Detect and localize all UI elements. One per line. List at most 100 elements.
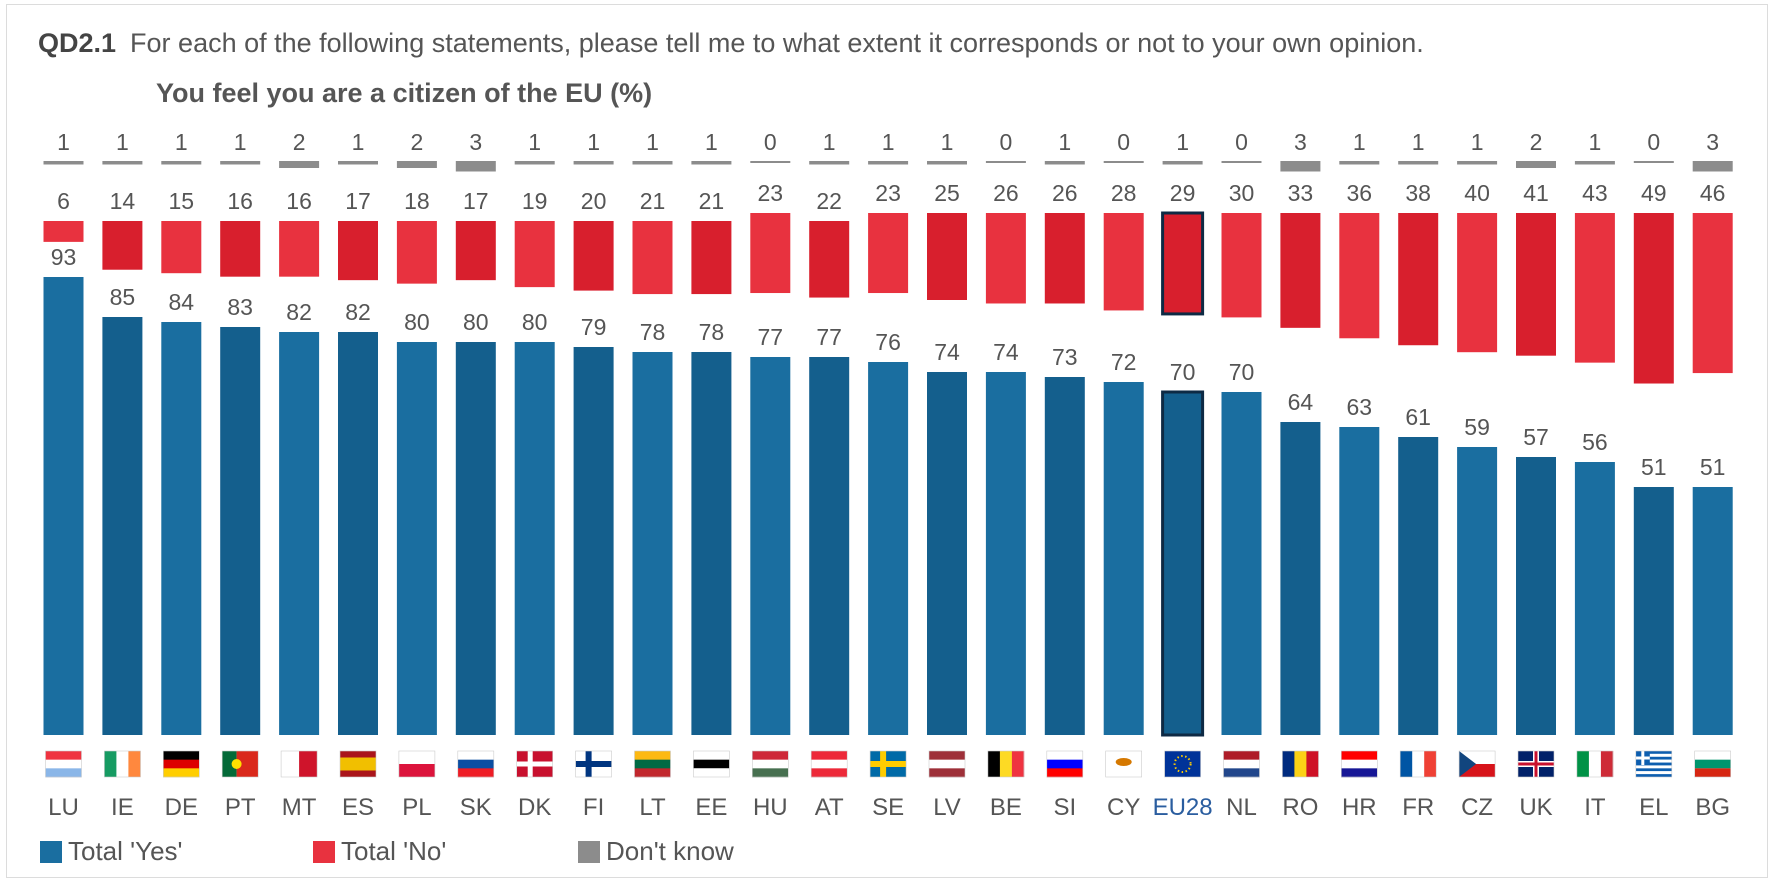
flag-icon-mt [280,750,318,778]
bar-no-de [161,221,202,274]
category-label-lu: LU [48,794,79,821]
bar-dk-el [1633,161,1674,163]
label-yes-dk: 80 [522,309,548,335]
category-label-lt: LT [639,794,666,821]
category-label-at: AT [815,794,844,821]
bar-yes-se [868,362,909,735]
label-yes-eu28: 70 [1170,359,1196,385]
bar-no-ro [1280,213,1321,328]
flag-icon-lt [634,750,671,778]
label-dk-ro: 3 [1294,129,1307,155]
label-no-lu: 6 [57,188,70,214]
bar-yes-hu [750,357,791,735]
legend-swatch-yes [40,840,62,863]
bar-no-at [809,221,850,298]
label-dk-fr: 1 [1412,129,1425,155]
category-label-hu: HU [753,794,788,821]
label-yes-hr: 63 [1347,394,1373,420]
category-label-se: SE [872,794,904,821]
label-no-ro: 33 [1288,180,1314,206]
bar-yes-pl [396,342,437,735]
label-no-eu28: 29 [1170,180,1196,206]
label-dk-si: 1 [1058,129,1071,155]
bar-no-uk [1516,213,1556,356]
category-label-ee: EE [695,794,727,821]
label-no-pt: 16 [227,188,253,214]
label-no-ie: 14 [110,188,136,214]
label-dk-es: 1 [352,129,365,155]
label-dk-be: 0 [1000,129,1013,155]
category-label-cz: CZ [1461,794,1493,821]
flag-icon-hr [1341,750,1378,778]
label-dk-nl: 0 [1235,129,1248,155]
bar-yes-de [161,322,202,735]
legend-label-dk: Don't know [606,836,734,866]
bar-dk-fr [1398,161,1439,165]
bar-dk-ie [102,161,143,165]
flag-icon-ro [1282,750,1319,778]
bar-yes-ee [691,352,732,735]
bar-yes-el [1633,487,1674,735]
category-label-fr: FR [1402,794,1434,821]
flag-icon-bg [1694,750,1731,778]
flag-icon-hu [751,750,789,778]
bar-yes-hr [1339,427,1380,735]
bar-dk-lt [632,161,673,165]
bar-yes-it [1574,462,1615,735]
bar-no-dk [514,221,555,288]
bar-no-ie [102,221,143,270]
bar-yes-ro [1280,422,1321,735]
bar-dk-ro [1280,161,1321,172]
flag-icon-at [810,750,848,778]
bar-dk-si [1044,161,1085,165]
label-no-pl: 18 [404,188,430,214]
bar-no-bg [1692,213,1733,374]
bar-dk-lu [43,161,84,165]
label-no-lt: 21 [640,188,666,214]
category-label-de: DE [165,794,198,821]
label-yes-ro: 64 [1288,389,1314,415]
label-dk-ie: 1 [116,129,129,155]
flag-icon-cz [1458,750,1496,778]
bar-yes-lv [927,372,967,735]
label-no-fr: 38 [1405,180,1431,206]
label-no-cy: 28 [1111,180,1137,206]
bar-dk-pl [396,161,437,168]
label-dk-pt: 1 [234,129,247,155]
label-yes-nl: 70 [1229,359,1255,385]
category-label-si: SI [1053,794,1076,821]
label-yes-se: 76 [875,329,901,355]
bar-yes-mt [279,332,320,735]
label-dk-ee: 1 [705,129,718,155]
label-no-se: 23 [875,180,901,206]
legend-item-no: Total 'No' [313,836,446,867]
label-yes-si: 73 [1052,344,1078,370]
label-no-ee: 21 [699,188,725,214]
bar-dk-dk [514,161,555,165]
category-label-uk: UK [1519,794,1552,821]
label-dk-mt: 2 [293,129,306,155]
label-no-at: 22 [816,188,842,214]
bar-yes-bg [1692,487,1733,735]
bar-no-hr [1339,213,1380,339]
label-yes-bg: 51 [1700,454,1726,480]
flag-icon-lu [45,750,82,778]
bar-no-el [1633,213,1674,384]
bar-yes-fr [1398,437,1439,735]
bar-no-nl [1221,213,1262,318]
label-yes-lu: 93 [51,244,77,270]
flag-icon-uk [1517,750,1555,778]
label-no-de: 15 [169,188,195,214]
bar-no-fr [1398,213,1439,346]
flag-icon-si [1046,750,1084,778]
label-no-sk: 17 [463,188,489,214]
bar-dk-ee [691,161,732,165]
bar-dk-hu [750,161,791,163]
chart-subtitle: You feel you are a citizen of the EU (%) [156,78,653,108]
label-yes-el: 51 [1641,454,1667,480]
bar-yes-cz [1457,447,1498,735]
bar-dk-fi [573,161,614,165]
category-label-nl: NL [1226,794,1257,821]
flag-icon-sk [457,750,495,778]
bar-no-se [868,213,909,294]
